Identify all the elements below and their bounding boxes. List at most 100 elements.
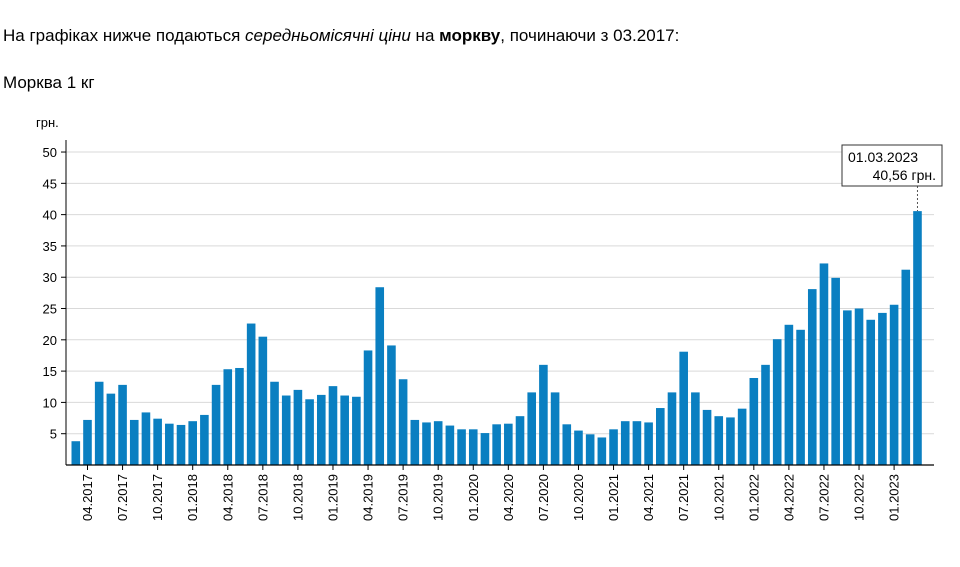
bar: [422, 422, 431, 465]
intro-text: На графіках нижче подаються середньоміся…: [3, 26, 679, 46]
y-tick-label: 20: [43, 333, 57, 348]
tooltip-box: [841, 144, 943, 187]
x-tick-labels: 04.2017 07.2017 10.2017 01.2018 04.2018 07.20…: [80, 474, 902, 521]
y-tick-label: 5: [50, 427, 57, 442]
x-tick-label: 01.2020: [466, 474, 481, 521]
bar: [807, 289, 817, 465]
bar: [632, 421, 642, 465]
bar: [83, 419, 92, 465]
bar: [714, 416, 724, 465]
tooltip-value: 40,56 грн.: [873, 167, 936, 183]
bar: [223, 369, 233, 465]
x-tick-label: 10.2020: [571, 474, 586, 521]
y-tick-label: 15: [43, 364, 57, 379]
intro-emphasis: середньомісячні ціни: [245, 26, 411, 45]
bar: [293, 389, 303, 465]
bar: [129, 419, 139, 465]
bar: [188, 421, 197, 465]
y-tick-label: 25: [43, 302, 57, 317]
bar: [94, 381, 104, 465]
bar: [235, 367, 244, 465]
x-tick-label: 01.2019: [325, 474, 340, 521]
x-tick-label: 07.2018: [255, 474, 270, 521]
bars: [71, 211, 922, 465]
bar: [176, 424, 186, 465]
y-tick-label: 10: [43, 395, 57, 410]
x-tick-label: 04.2018: [220, 474, 235, 521]
tooltip-date: 01.03.2023: [848, 149, 918, 165]
y-tick-labels: 5 10 15 20 25 30 35 40 45 50: [43, 145, 57, 442]
bar: [504, 423, 513, 465]
bar: [889, 304, 899, 465]
x-tick-label: 10.2017: [150, 474, 165, 521]
axes: [61, 140, 934, 470]
x-tick-label: 04.2022: [781, 474, 796, 521]
intro-part1: На графіках нижче подаються: [3, 26, 246, 45]
tooltip: 01.03.2023 40,56 грн.: [841, 144, 943, 212]
bar: [200, 414, 209, 465]
bar: [656, 408, 665, 465]
bar: [585, 434, 595, 465]
bar: [796, 329, 805, 465]
bar: [363, 350, 373, 465]
bar: [352, 396, 361, 465]
y-tick-label: 35: [43, 239, 57, 254]
bar: [270, 381, 279, 465]
bar: [106, 393, 116, 465]
x-tick-label: 01.2022: [746, 474, 761, 521]
x-tick-label: 10.2018: [290, 474, 305, 521]
x-tick-label: 07.2022: [816, 474, 831, 521]
bar: [398, 379, 408, 465]
x-tick-label: 07.2017: [115, 474, 130, 521]
bar: [457, 429, 466, 465]
bar: [609, 429, 618, 465]
x-tick-label: 01.2023: [887, 474, 902, 521]
bar: [667, 392, 677, 465]
bar: [433, 421, 443, 465]
y-axis-unit-label: грн.: [36, 115, 59, 130]
bar: [831, 277, 840, 465]
bar: [410, 419, 420, 465]
x-tick-label: 01.2021: [606, 474, 621, 521]
bar: [702, 409, 712, 465]
bar: [375, 287, 385, 465]
bar: [772, 339, 782, 465]
bar: [468, 429, 478, 465]
x-tick-label: 07.2020: [536, 474, 551, 521]
bar: [539, 364, 548, 465]
y-tick-label: 45: [43, 176, 57, 191]
bar: [71, 441, 81, 465]
x-tick-label: 04.2019: [361, 474, 376, 521]
bar: [878, 312, 887, 465]
bar: [737, 408, 747, 465]
bar: [644, 422, 653, 465]
bar: [515, 416, 525, 465]
bar: [866, 319, 876, 465]
bar: [492, 424, 501, 465]
bar: [165, 423, 174, 465]
bar: [691, 392, 700, 465]
bar: [901, 269, 911, 465]
bar: [387, 345, 396, 465]
y-tick-label: 30: [43, 270, 57, 285]
bar: [819, 263, 829, 465]
bar: [679, 351, 688, 465]
y-tick-label: 50: [43, 145, 57, 160]
bar: [726, 417, 735, 465]
bar: [784, 324, 794, 465]
bar: [153, 418, 162, 465]
bar: [854, 308, 864, 465]
x-tick-label: 04.2021: [641, 474, 656, 521]
bar: [141, 412, 151, 465]
bar: [340, 395, 349, 465]
y-tick-label: 40: [43, 208, 57, 223]
bar: [211, 384, 221, 465]
x-tick-label: 04.2017: [80, 474, 95, 521]
bar: [316, 394, 326, 465]
bar: [550, 392, 560, 465]
bar: [305, 399, 314, 465]
x-tick-label: 07.2019: [396, 474, 411, 521]
bar: [527, 392, 537, 465]
bar: [258, 336, 268, 465]
